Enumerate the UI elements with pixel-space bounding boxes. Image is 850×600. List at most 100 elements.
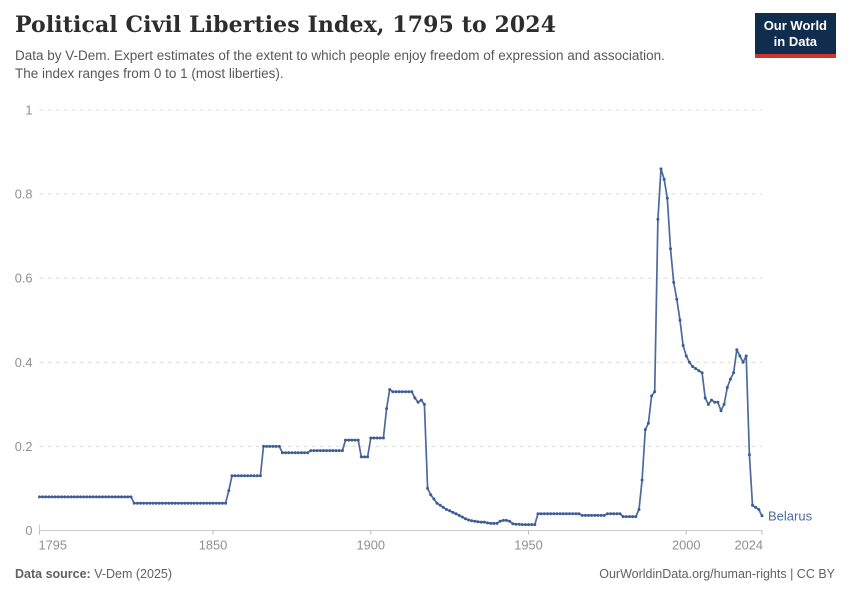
data-point (164, 501, 168, 505)
data-point (198, 501, 202, 505)
data-point (561, 512, 565, 516)
data-point (176, 501, 180, 505)
chart-footer: Data source: V-Dem (2025) OurWorldinData… (15, 567, 835, 581)
data-point (359, 455, 363, 459)
data-point (233, 474, 237, 478)
data-point (211, 501, 215, 505)
x-axis-tick-label: 2024 (735, 538, 763, 553)
data-point (394, 390, 398, 394)
data-point (624, 515, 628, 519)
data-point (328, 449, 332, 453)
data-point (246, 474, 250, 478)
data-point (741, 360, 745, 364)
data-point (454, 512, 458, 516)
data-point (703, 396, 707, 400)
data-point (665, 196, 669, 200)
data-point (722, 402, 726, 406)
data-point (643, 428, 647, 432)
data-point (587, 513, 590, 517)
data-point (388, 388, 392, 392)
data-point (280, 451, 284, 455)
data-point (69, 495, 73, 499)
data-point (66, 495, 70, 499)
data-point (527, 523, 530, 527)
data-point (694, 367, 698, 371)
data-point (214, 501, 218, 505)
data-point (337, 449, 341, 453)
data-point (312, 449, 316, 453)
data-point (243, 474, 247, 478)
data-point (385, 407, 389, 411)
data-point (653, 390, 657, 394)
data-point (63, 495, 67, 499)
data-point (107, 495, 111, 499)
data-point (558, 512, 562, 516)
data-point (555, 512, 559, 516)
data-point (669, 247, 672, 251)
data-point (429, 493, 433, 497)
data-point (236, 474, 240, 478)
x-axis-tick-label: 1795 (39, 538, 67, 553)
data-point (470, 519, 474, 523)
data-point (157, 501, 161, 505)
data-point (501, 518, 505, 522)
data-point (75, 495, 79, 499)
data-point (504, 518, 508, 522)
data-point (344, 438, 347, 442)
x-axis-tick-label: 1900 (357, 538, 385, 553)
data-point (577, 512, 581, 516)
data-point (422, 402, 426, 406)
data-point (445, 508, 448, 511)
data-point (583, 513, 587, 517)
data-point (760, 514, 764, 518)
y-axis-tick-label: 0 (25, 523, 32, 538)
data-point (60, 495, 64, 499)
data-point (656, 217, 660, 221)
data-point (691, 365, 695, 368)
data-point (369, 436, 373, 440)
data-point (366, 455, 370, 459)
data-point (284, 451, 288, 455)
data-point (659, 167, 663, 171)
y-axis-tick-label: 1 (25, 103, 32, 118)
data-point (154, 501, 158, 505)
data-point (549, 512, 553, 516)
data-point (640, 478, 644, 482)
data-point (151, 501, 155, 505)
data-point (38, 495, 41, 499)
data-point (397, 390, 401, 394)
data-point (751, 503, 754, 507)
data-point (227, 489, 231, 493)
data-point (135, 501, 139, 505)
data-point (145, 501, 149, 505)
chart-subtitle-line2: The index ranges from 0 to 1 (most liber… (15, 65, 284, 81)
data-point (609, 512, 613, 516)
data-point (732, 371, 736, 375)
data-point (309, 449, 313, 453)
data-point (378, 436, 382, 440)
data-point (47, 495, 51, 499)
y-axis-tick-label: 0.8 (15, 187, 33, 202)
data-point (590, 513, 594, 517)
data-point (492, 521, 496, 525)
data-point (230, 474, 234, 478)
data-point (735, 348, 739, 352)
data-point (476, 520, 480, 524)
data-point (192, 501, 196, 505)
credit-line: OurWorldinData.org/human-rights | CC BY (599, 567, 835, 581)
data-point (315, 449, 319, 453)
data-point (568, 512, 571, 516)
data-point (432, 497, 436, 501)
data-line-belarus (39, 168, 763, 526)
data-point (546, 512, 549, 516)
data-point (700, 371, 704, 375)
data-point (539, 512, 543, 516)
data-point (126, 495, 130, 499)
data-point (249, 474, 253, 478)
data-point (552, 512, 556, 516)
data-point (205, 501, 209, 505)
data-point (180, 501, 183, 505)
data-point (687, 360, 691, 364)
data-point (221, 501, 224, 505)
data-point (391, 390, 395, 394)
